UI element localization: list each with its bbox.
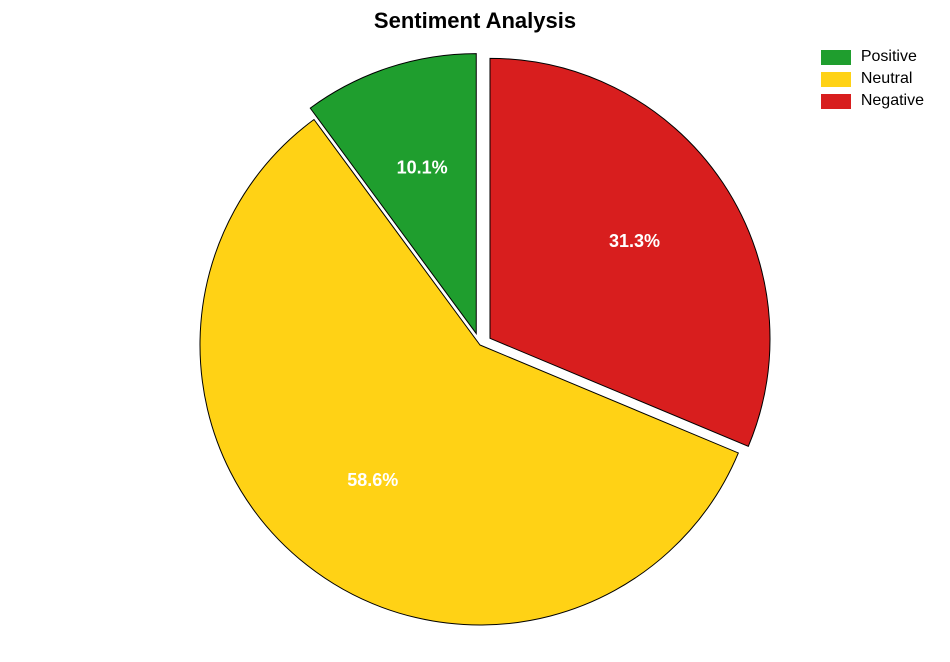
pie-slice-label-negative: 31.3% <box>609 231 660 251</box>
pie-slice-label-positive: 10.1% <box>397 157 448 177</box>
pie-chart: 31.3% 58.6% 10.1% <box>0 0 950 662</box>
pie-slice-label-neutral: 58.6% <box>347 470 398 490</box>
